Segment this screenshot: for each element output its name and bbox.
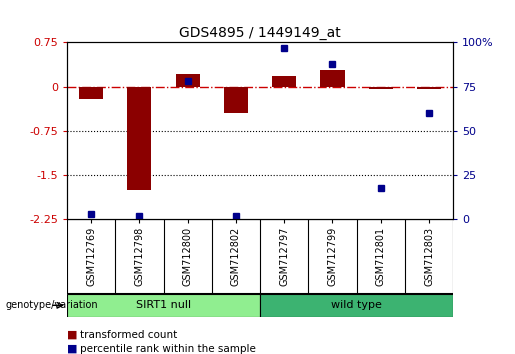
Bar	[417, 87, 441, 89]
Bar	[224, 87, 248, 113]
Text: transformed count: transformed count	[80, 330, 177, 339]
Bar	[79, 87, 103, 98]
Title: GDS4895 / 1449149_at: GDS4895 / 1449149_at	[179, 26, 341, 40]
Text: wild type: wild type	[331, 300, 382, 310]
Text: SIRT1 null: SIRT1 null	[136, 300, 191, 310]
Bar	[127, 87, 151, 190]
Bar	[272, 76, 296, 87]
Text: ■: ■	[67, 344, 77, 354]
Text: ■: ■	[67, 330, 77, 339]
Bar	[320, 70, 345, 87]
Bar	[369, 87, 393, 89]
Bar	[67, 294, 260, 317]
Text: percentile rank within the sample: percentile rank within the sample	[80, 344, 256, 354]
Bar	[176, 74, 200, 87]
Bar	[260, 294, 453, 317]
Text: genotype/variation: genotype/variation	[5, 300, 98, 310]
